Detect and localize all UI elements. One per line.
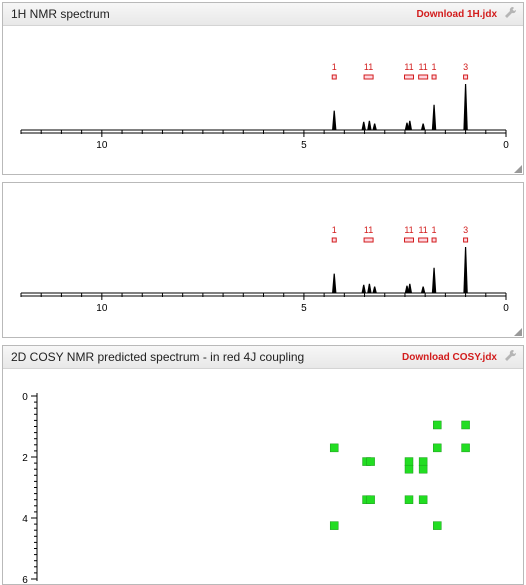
integral-label: 11: [418, 62, 427, 72]
wrench-icon[interactable]: [503, 349, 517, 363]
panel-header: 1H NMR spectrum Download 1H.jdx: [3, 3, 523, 26]
spectrum-peak: [367, 283, 372, 293]
integral-label: 11: [418, 225, 427, 235]
cross-peak: [461, 443, 470, 453]
cross-peak: [418, 457, 428, 466]
integral-marker: [418, 237, 429, 243]
cross-peak: [329, 521, 339, 530]
cosy-chart[interactable]: 0 2 4 6: [3, 369, 523, 584]
spectrum-peak: [367, 120, 372, 130]
spectrum-peak: [463, 84, 468, 130]
nmr-panel-2: 10 5 0 1 11 11 11 1 3: [2, 182, 524, 338]
integral-marker: [331, 237, 337, 243]
y-tick-label: 0: [22, 392, 28, 403]
x-tick-label: 10: [96, 140, 108, 151]
spectrum-peak: [372, 286, 377, 293]
panel-title: 2D COSY NMR predicted spectrum - in red …: [11, 350, 305, 364]
spectrum-peak: [372, 123, 377, 130]
x-tick-label: 10: [96, 303, 108, 314]
cross-peak: [404, 457, 414, 466]
download-cosy-link[interactable]: Download COSY.jdx: [401, 352, 497, 363]
x-tick-label: 5: [301, 140, 307, 151]
integral-marker: [463, 74, 469, 80]
cross-peak: [329, 443, 339, 453]
spectrum-peak: [420, 286, 426, 293]
resize-grip-icon[interactable]: [514, 165, 522, 173]
integral-label: 1: [432, 225, 437, 235]
integral-label: 1: [432, 62, 437, 72]
panel-header: 2D COSY NMR predicted spectrum - in red …: [3, 346, 523, 369]
nmr-panel-1: 1H NMR spectrum Download 1H.jdx 10 5 0 1 11 1…: [2, 2, 524, 175]
integral-marker: [363, 237, 374, 243]
resize-grip-icon[interactable]: [514, 328, 522, 336]
panel-title: 1H NMR spectrum: [11, 7, 110, 21]
cross-peak: [366, 495, 375, 504]
wrench-icon[interactable]: [503, 6, 517, 20]
spectrum-peak: [431, 267, 437, 293]
cross-peak: [418, 495, 428, 504]
x-tick-label: 5: [301, 303, 307, 314]
cross-peak: [433, 521, 442, 530]
download-1h-link[interactable]: Download 1H.jdx: [416, 9, 497, 20]
integral-label: 11: [404, 62, 413, 72]
1h-spectrum-chart[interactable]: 10 5 01 11 11 11 1 3: [3, 26, 523, 174]
spectrum-peak: [407, 120, 413, 130]
x-tick-label: 0: [503, 303, 509, 314]
spectrum-peak: [431, 104, 437, 130]
spectrum-peak: [332, 273, 337, 293]
spectrum-peak: [407, 283, 413, 293]
cross-peak: [433, 443, 442, 453]
integral-marker: [404, 74, 414, 80]
integral-marker: [463, 237, 469, 243]
cross-peak: [404, 495, 414, 504]
integral-marker: [431, 74, 437, 80]
y-tick-label: 6: [22, 575, 28, 584]
cosy-panel: 2D COSY NMR predicted spectrum - in red …: [2, 345, 524, 585]
integral-label: 11: [364, 62, 373, 72]
spectrum-peak: [463, 247, 468, 293]
cross-peak: [404, 464, 414, 474]
integral-label: 1: [332, 225, 337, 235]
integral-marker: [331, 74, 337, 80]
integral-label: 11: [364, 225, 373, 235]
cross-peak: [418, 464, 428, 474]
1h-spectrum-chart-2[interactable]: 10 5 01 11 11 11 1 3: [3, 183, 523, 335]
x-tick-label: 0: [503, 140, 509, 151]
spectrum-peak: [332, 110, 337, 130]
integral-label: 11: [404, 225, 413, 235]
integral-label: 3: [463, 225, 468, 235]
integral-label: 3: [463, 62, 468, 72]
spectrum-peak: [420, 123, 426, 130]
spectrum-peak: [361, 121, 366, 130]
integral-marker: [431, 237, 437, 243]
cross-peak: [433, 420, 442, 430]
integral-marker: [363, 74, 374, 80]
spectrum-peak: [361, 284, 366, 293]
integral-marker: [404, 237, 414, 243]
integral-label: 1: [332, 62, 337, 72]
integral-marker: [418, 74, 429, 80]
y-tick-label: 2: [22, 453, 28, 464]
cross-peak: [366, 457, 375, 466]
cross-peak: [461, 420, 470, 430]
y-tick-label: 4: [22, 514, 28, 525]
